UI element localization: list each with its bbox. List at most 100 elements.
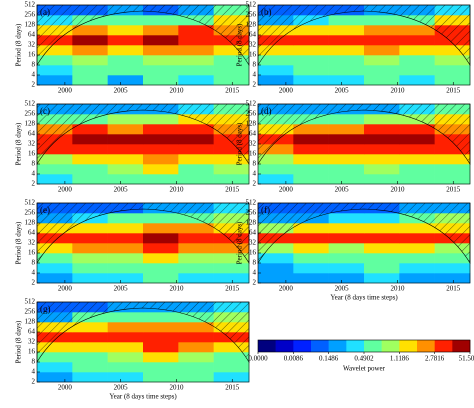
power-cell	[143, 362, 179, 373]
y-axis-label: Period (8 days)	[236, 221, 244, 264]
colorbar-swatch	[328, 340, 347, 352]
y-tick-label: 8	[32, 160, 36, 168]
power-cell	[107, 223, 144, 234]
power-cell	[293, 174, 329, 185]
panel: (b) 2 4 8 16 32 64 128 256 512 2000 2005 2010 2015 Per…	[236, 1, 471, 95]
y-tick-label: 256	[25, 11, 36, 19]
power-cell	[364, 174, 400, 185]
power-cell	[107, 25, 144, 36]
power-cell	[72, 253, 108, 264]
power-cell	[399, 174, 435, 185]
power-cell	[107, 263, 144, 274]
power-cell	[37, 273, 73, 284]
power-cell	[258, 65, 294, 76]
power-cell	[143, 15, 179, 26]
power-cell	[37, 263, 73, 274]
power-cell	[107, 362, 144, 373]
power-cell	[328, 55, 365, 66]
power-cell	[72, 352, 108, 363]
power-cell	[72, 362, 108, 373]
x-tick-label: 2015	[225, 285, 240, 293]
power-cell	[399, 154, 435, 165]
panel-label: (a)	[40, 7, 50, 17]
power-cell	[178, 223, 214, 234]
power-cell	[293, 164, 329, 175]
power-cell	[328, 45, 365, 56]
colorbar-swatch	[417, 340, 435, 352]
y-tick-label: 8	[32, 61, 36, 69]
colorbar-swatch	[381, 340, 400, 352]
power-cell	[143, 243, 179, 254]
cone-of-influence	[36, 202, 250, 265]
y-tick-label: 2	[253, 81, 257, 89]
power-cell	[72, 243, 108, 254]
power-cell	[143, 154, 179, 165]
power-cell	[364, 45, 400, 56]
y-tick-label: 8	[253, 259, 257, 267]
power-cell	[328, 15, 365, 26]
power-cell	[72, 263, 108, 274]
power-cell	[107, 55, 144, 66]
power-cell	[178, 253, 214, 264]
x-tick-label: 2005	[114, 384, 129, 392]
y-axis-label: Period (8 days)	[15, 122, 23, 165]
colorbar-swatch	[434, 340, 453, 352]
power-cell	[72, 372, 108, 383]
panel: (d) 2 4 8 16 32 64 128 256 512 2000 2005 2010 2015 Per…	[236, 100, 471, 194]
power-cell	[258, 174, 294, 185]
panel: (c) 2 4 8 16 32 64 128 256 512 2000 2005 2010 2015 Per…	[15, 100, 250, 194]
y-tick-label: 4	[253, 170, 257, 178]
power-cell	[399, 55, 435, 66]
colorbar-swatch	[311, 340, 329, 352]
power-cell	[37, 243, 73, 254]
y-tick-label: 512	[246, 199, 257, 207]
power-cell	[72, 233, 108, 244]
power-cell	[143, 322, 179, 333]
power-cell	[143, 253, 179, 264]
power-cell	[72, 124, 108, 135]
power-cell	[328, 233, 365, 244]
power-cell	[107, 154, 144, 165]
power-cell	[37, 372, 73, 383]
cone-of-influence	[36, 4, 250, 67]
power-cell	[72, 134, 108, 145]
power-cell	[37, 45, 73, 56]
power-cell	[328, 134, 365, 145]
power-cell	[213, 75, 250, 86]
panel-label: (e)	[40, 205, 50, 215]
cone-of-influence	[257, 103, 471, 166]
power-cell	[107, 332, 144, 343]
y-tick-label: 512	[25, 1, 36, 9]
y-tick-label: 2	[253, 279, 257, 287]
power-cell	[399, 134, 435, 145]
power-cell	[143, 114, 179, 125]
power-cell	[328, 213, 365, 224]
y-tick-label: 32	[249, 140, 257, 148]
y-tick-label: 32	[28, 239, 36, 247]
y-tick-label: 2	[32, 378, 36, 386]
x-tick-label: 2005	[335, 87, 350, 95]
power-cell	[364, 144, 400, 155]
power-cell	[213, 65, 250, 76]
x-tick-label: 2000	[58, 384, 73, 392]
x-tick-label: 2010	[390, 87, 405, 95]
power-cell	[364, 273, 400, 284]
power-cell	[178, 263, 214, 274]
power-cell	[364, 124, 400, 135]
power-cell	[364, 263, 400, 274]
power-cell	[399, 233, 435, 244]
power-cell	[37, 174, 73, 185]
power-cell	[143, 25, 179, 36]
power-cell	[399, 25, 435, 36]
y-tick-label: 4	[32, 269, 36, 277]
y-tick-label: 32	[249, 239, 257, 247]
y-tick-label: 16	[28, 249, 36, 257]
power-cell	[178, 35, 214, 46]
power-cell	[72, 322, 108, 333]
power-cell	[434, 263, 471, 274]
y-tick-label: 64	[28, 130, 36, 138]
power-cell	[434, 174, 471, 185]
y-tick-label: 64	[249, 229, 257, 237]
y-axis-label: Period (8 days)	[15, 23, 23, 66]
power-cell	[107, 342, 144, 353]
